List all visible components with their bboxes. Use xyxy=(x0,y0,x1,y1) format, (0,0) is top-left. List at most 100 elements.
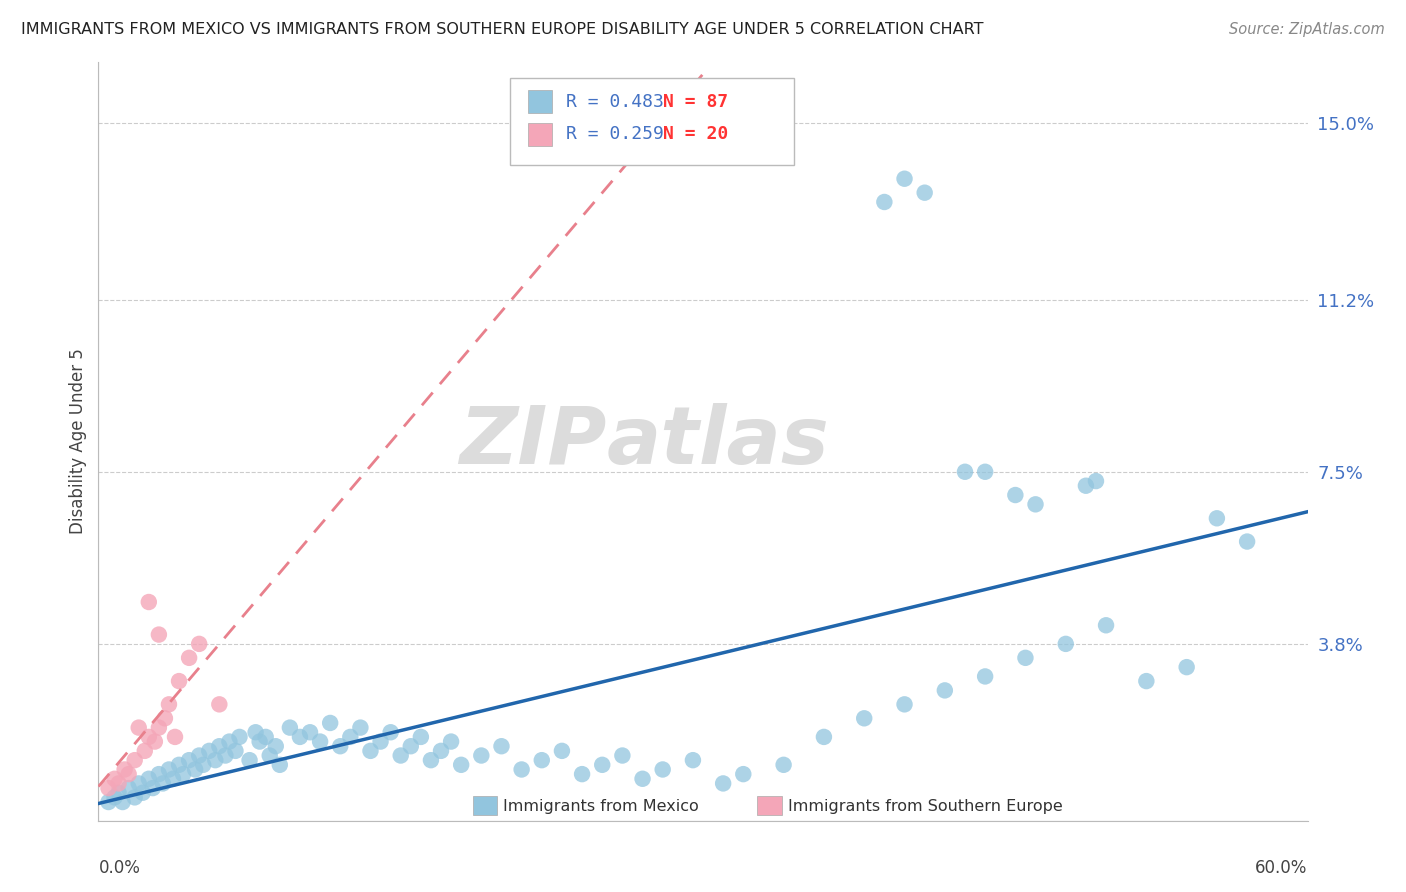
Point xyxy=(208,698,231,712)
Point xyxy=(360,744,382,758)
Point xyxy=(733,767,755,781)
Point xyxy=(259,748,281,763)
Point xyxy=(245,725,267,739)
Point xyxy=(571,767,593,781)
Point xyxy=(1135,674,1157,689)
Point xyxy=(349,721,371,735)
Point xyxy=(128,721,150,735)
Point xyxy=(319,715,342,730)
Point xyxy=(1014,650,1036,665)
Text: IMMIGRANTS FROM MEXICO VS IMMIGRANTS FROM SOUTHERN EUROPE DISABILITY AGE UNDER 5: IMMIGRANTS FROM MEXICO VS IMMIGRANTS FRO… xyxy=(21,22,984,37)
Point xyxy=(450,757,472,772)
Text: Immigrants from Mexico: Immigrants from Mexico xyxy=(503,799,699,814)
Point xyxy=(299,725,322,739)
Text: Immigrants from Southern Europe: Immigrants from Southern Europe xyxy=(787,799,1063,814)
Point xyxy=(1085,474,1108,488)
FancyBboxPatch shape xyxy=(474,796,498,814)
Point xyxy=(188,748,211,763)
Point xyxy=(591,757,613,772)
Point xyxy=(399,739,422,754)
Point xyxy=(339,730,361,744)
Point xyxy=(111,795,134,809)
Point xyxy=(148,767,170,781)
Point xyxy=(1004,488,1026,502)
Point xyxy=(167,674,190,689)
Point xyxy=(134,744,156,758)
Point xyxy=(873,194,896,209)
Point xyxy=(103,790,125,805)
Point xyxy=(430,744,453,758)
Point xyxy=(228,730,250,744)
Point xyxy=(893,171,915,186)
Point xyxy=(1206,511,1229,525)
Point xyxy=(152,776,174,790)
Point xyxy=(148,627,170,641)
Point xyxy=(269,757,291,772)
Point xyxy=(124,790,146,805)
Point xyxy=(167,757,190,772)
Point xyxy=(551,744,574,758)
Point xyxy=(409,730,432,744)
Point xyxy=(813,730,835,744)
Point xyxy=(198,744,221,758)
Point xyxy=(651,763,673,777)
Point xyxy=(389,748,412,763)
Point xyxy=(380,725,402,739)
Point xyxy=(224,744,246,758)
Point xyxy=(893,698,915,712)
Point xyxy=(420,753,443,767)
FancyBboxPatch shape xyxy=(527,123,551,145)
Point xyxy=(157,763,180,777)
Point xyxy=(491,739,513,754)
Point xyxy=(914,186,936,200)
Point xyxy=(138,595,160,609)
Point xyxy=(114,763,136,777)
Text: 60.0%: 60.0% xyxy=(1256,858,1308,877)
Y-axis label: Disability Age Under 5: Disability Age Under 5 xyxy=(69,349,87,534)
Text: N = 20: N = 20 xyxy=(664,126,728,144)
Point xyxy=(153,711,176,725)
Point xyxy=(711,776,734,790)
Point xyxy=(103,772,125,786)
Point xyxy=(1175,660,1198,674)
Point xyxy=(470,748,492,763)
Point xyxy=(179,753,201,767)
Point xyxy=(157,698,180,712)
FancyBboxPatch shape xyxy=(758,796,782,814)
Point xyxy=(682,753,704,767)
Point xyxy=(218,734,240,748)
Point xyxy=(1054,637,1077,651)
Point xyxy=(172,767,194,781)
Point xyxy=(97,795,120,809)
Text: Source: ZipAtlas.com: Source: ZipAtlas.com xyxy=(1229,22,1385,37)
Point xyxy=(124,753,146,767)
Point xyxy=(179,650,201,665)
Point xyxy=(118,780,141,795)
Point xyxy=(162,772,184,786)
Point xyxy=(239,753,262,767)
Point xyxy=(278,721,301,735)
Point xyxy=(440,734,463,748)
Point xyxy=(631,772,654,786)
Point xyxy=(612,748,634,763)
Point xyxy=(772,757,794,772)
FancyBboxPatch shape xyxy=(509,78,793,165)
Text: R = 0.259: R = 0.259 xyxy=(567,126,664,144)
Point xyxy=(184,763,207,777)
Point xyxy=(974,669,997,683)
Text: 0.0%: 0.0% xyxy=(98,858,141,877)
Point xyxy=(97,780,120,795)
Point xyxy=(132,786,155,800)
Point xyxy=(107,786,129,800)
Point xyxy=(1236,534,1258,549)
Point xyxy=(934,683,956,698)
Point xyxy=(329,739,352,754)
Point xyxy=(107,776,129,790)
Text: N = 87: N = 87 xyxy=(664,93,728,111)
FancyBboxPatch shape xyxy=(527,90,551,113)
Text: R = 0.483: R = 0.483 xyxy=(567,93,664,111)
Point xyxy=(118,767,141,781)
Point xyxy=(1074,479,1097,493)
Point xyxy=(1025,497,1047,511)
Point xyxy=(370,734,392,748)
